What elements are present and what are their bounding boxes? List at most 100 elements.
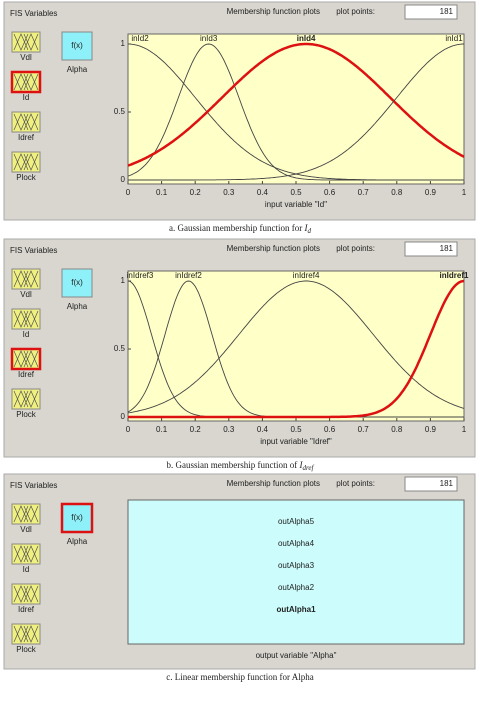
plot-area bbox=[127, 499, 465, 645]
caption-text: a. Gaussian membership function for bbox=[169, 223, 304, 233]
plot-points-value: 181 bbox=[440, 7, 454, 16]
icon-shape bbox=[13, 270, 39, 288]
variable-label: Plock bbox=[16, 410, 37, 419]
x-tick-label: 0.9 bbox=[425, 425, 437, 434]
plot-points-box[interactable] bbox=[404, 4, 458, 20]
fis-panel: FIS Variables Membership function plots pl… bbox=[3, 238, 476, 472]
variable-label: Plock bbox=[16, 173, 37, 182]
fis-panel: FIS Variables Membership function plots pl… bbox=[3, 1, 476, 235]
variable-icon bbox=[10, 347, 42, 371]
x-tick-label: 0 bbox=[126, 425, 131, 434]
plot-points-box[interactable] bbox=[404, 241, 458, 257]
y-tick-label: 0.5 bbox=[114, 344, 126, 353]
caption-subscript: dref bbox=[302, 464, 314, 472]
plot-area bbox=[127, 270, 465, 422]
x-tick-label: 0.7 bbox=[358, 188, 370, 197]
mf-name: outAlpha3 bbox=[278, 561, 315, 570]
x-tick-label: 0.8 bbox=[391, 425, 403, 434]
output-label: Alpha bbox=[67, 537, 88, 546]
variable-icon bbox=[11, 388, 41, 410]
variable-label: Id bbox=[23, 565, 30, 574]
variable-label: Vdl bbox=[20, 290, 32, 299]
caption: a. Gaussian membership function for Id bbox=[169, 223, 311, 235]
variable-icon bbox=[11, 268, 41, 290]
mf-name: outAlpha5 bbox=[278, 517, 315, 526]
variable-label: Idref bbox=[18, 605, 35, 614]
variable-label: Idref bbox=[18, 133, 35, 142]
x-tick-label: 0.1 bbox=[156, 188, 168, 197]
mf-name: inIdref3 bbox=[127, 271, 154, 280]
x-tick-label: 0.5 bbox=[290, 425, 302, 434]
fis-title: FIS Variables bbox=[10, 481, 57, 490]
icon-shape bbox=[13, 545, 39, 563]
variable-icon bbox=[11, 503, 41, 525]
icon-shape bbox=[13, 113, 39, 131]
variable-label: Plock bbox=[16, 645, 37, 654]
mf-name: inId2 bbox=[131, 34, 149, 43]
fis-title: FIS Variables bbox=[10, 9, 57, 18]
x-axis-label: input variable "Idref" bbox=[260, 437, 332, 446]
membership-curve bbox=[127, 42, 465, 167]
icon-shape bbox=[13, 625, 39, 643]
y-tick-label: 0 bbox=[121, 412, 126, 421]
fis-panel: FIS Variables Membership function plots pl… bbox=[3, 473, 476, 682]
x-tick-label: 1 bbox=[462, 425, 467, 434]
x-tick-label: 1 bbox=[462, 188, 467, 197]
icon-shape bbox=[13, 73, 39, 91]
variable-icon bbox=[11, 623, 41, 645]
variable-label: Vdl bbox=[20, 53, 32, 62]
y-tick-label: 0 bbox=[121, 175, 126, 184]
caption: b. Gaussian membership function of Idref bbox=[166, 460, 314, 472]
output-label: Alpha bbox=[67, 302, 88, 311]
x-tick-label: 0.7 bbox=[358, 425, 370, 434]
output-icon-text: f(x) bbox=[71, 41, 83, 50]
variable-icon bbox=[11, 111, 41, 133]
plot-points-label: plot points: bbox=[336, 479, 375, 488]
mf-title: Membership function plots bbox=[227, 7, 320, 16]
icon-shape bbox=[13, 585, 39, 603]
plot-points-box[interactable] bbox=[404, 476, 458, 492]
caption-symbol: I bbox=[303, 223, 308, 233]
membership-curve bbox=[127, 43, 464, 181]
x-tick-label: 0.6 bbox=[324, 188, 336, 197]
caption-text: c. Linear membership function for Alpha bbox=[166, 672, 313, 682]
fis-title: FIS Variables bbox=[10, 246, 57, 255]
membership-curve bbox=[127, 280, 465, 414]
caption-symbol: I bbox=[298, 460, 303, 470]
y-tick-label: 1 bbox=[121, 276, 126, 285]
mf-name: inId3 bbox=[200, 34, 218, 43]
variable-label: Id bbox=[23, 93, 30, 102]
icon-shape bbox=[13, 33, 39, 51]
variable-label: Idref bbox=[18, 370, 35, 379]
output-label: Alpha bbox=[67, 65, 88, 74]
x-tick-label: 0.5 bbox=[290, 188, 302, 197]
x-tick-label: 0.4 bbox=[257, 425, 269, 434]
output-icon bbox=[61, 268, 93, 298]
mf-name: outAlpha2 bbox=[278, 583, 315, 592]
caption-text: b. Gaussian membership function of bbox=[166, 460, 299, 470]
mf-name: inIdref2 bbox=[175, 271, 202, 280]
output-icon-text: f(x) bbox=[71, 513, 83, 522]
x-tick-label: 0.1 bbox=[156, 425, 168, 434]
membership-curve bbox=[128, 43, 464, 181]
x-tick-label: 0.3 bbox=[223, 188, 235, 197]
x-tick-label: 0.2 bbox=[190, 188, 202, 197]
plot-points-label: plot points: bbox=[336, 7, 375, 16]
caption: c. Linear membership function for Alpha bbox=[166, 672, 313, 682]
mf-name: inIdref4 bbox=[293, 271, 320, 280]
membership-curve bbox=[128, 279, 465, 419]
variable-icon bbox=[11, 31, 41, 53]
variable-label: Id bbox=[23, 330, 30, 339]
caption-subscript: d bbox=[307, 227, 311, 235]
x-tick-label: 0.4 bbox=[257, 188, 269, 197]
icon-shape bbox=[13, 310, 39, 328]
icon-shape bbox=[13, 390, 39, 408]
x-tick-label: 0.2 bbox=[190, 425, 202, 434]
y-tick-label: 0.5 bbox=[114, 107, 126, 116]
icon-shape bbox=[13, 505, 39, 523]
variable-icon bbox=[11, 151, 41, 173]
variable-icon bbox=[10, 70, 42, 94]
output-icon bbox=[60, 502, 94, 534]
output-icon-text: f(x) bbox=[71, 278, 83, 287]
